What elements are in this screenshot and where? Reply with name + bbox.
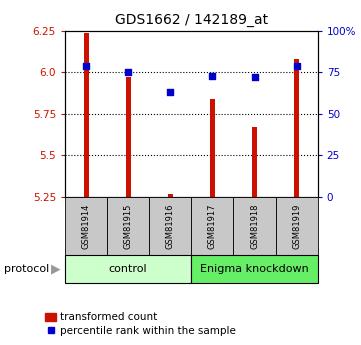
Title: GDS1662 / 142189_at: GDS1662 / 142189_at <box>115 13 268 27</box>
Bar <box>126 77 131 197</box>
Point <box>168 90 173 95</box>
Point <box>125 70 131 75</box>
Text: GSM81919: GSM81919 <box>292 203 301 249</box>
Text: ▶: ▶ <box>51 263 61 276</box>
Text: GSM81917: GSM81917 <box>208 203 217 249</box>
Bar <box>168 194 173 197</box>
Text: GSM81916: GSM81916 <box>166 203 175 249</box>
Legend: transformed count, percentile rank within the sample: transformed count, percentile rank withi… <box>41 308 240 340</box>
Text: control: control <box>109 264 147 274</box>
Point <box>209 73 215 79</box>
Point <box>294 63 300 69</box>
Text: GSM81915: GSM81915 <box>124 203 132 249</box>
Text: Enigma knockdown: Enigma knockdown <box>200 264 309 274</box>
Bar <box>83 33 88 197</box>
Bar <box>210 99 215 197</box>
Bar <box>294 59 299 197</box>
Text: GSM81918: GSM81918 <box>250 203 259 249</box>
Point <box>83 63 89 69</box>
Bar <box>252 127 257 197</box>
Text: GSM81914: GSM81914 <box>82 203 91 249</box>
Text: protocol: protocol <box>4 264 49 274</box>
Point <box>252 75 257 80</box>
